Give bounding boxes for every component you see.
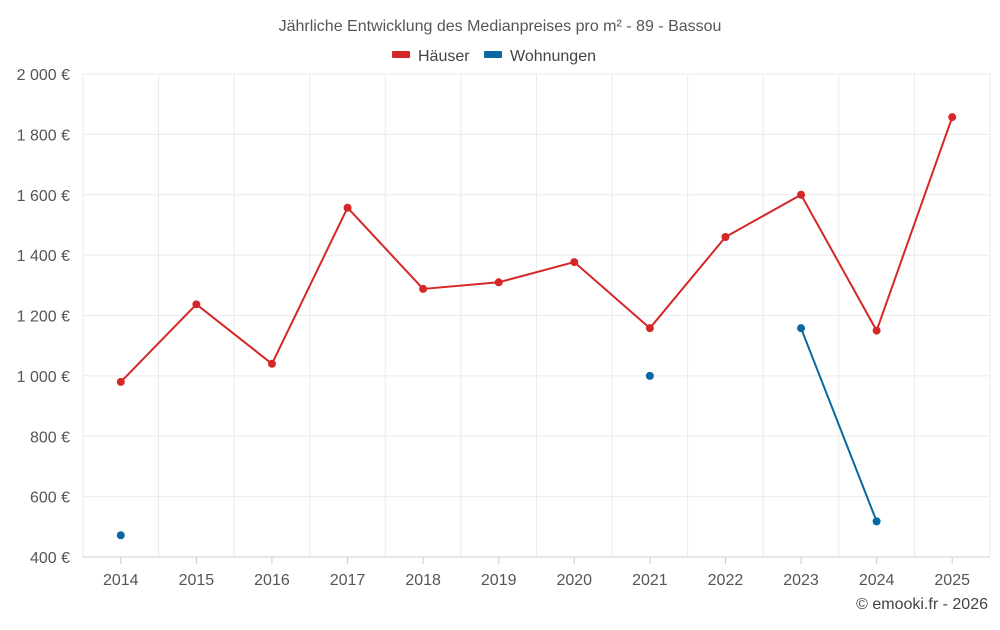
legend-label-haeuser: Häuser [418,48,470,65]
copyright-text: © emooki.fr - 2026 [856,596,988,613]
y-tick-label: 1 200 € [17,309,70,326]
series-wohnungen [116,324,881,540]
axis-layer: 400 € 600 € 800 € 1 000 € 1 200 € 1 400 € 1 60… [17,67,990,589]
data-point-haeuser-2019[interactable] [494,278,503,287]
series-layer [116,113,957,540]
data-point-haeuser-2020[interactable] [570,258,579,267]
y-tick-label: 400 € [30,550,70,567]
data-point-haeuser-2023[interactable] [797,190,806,199]
x-tick-label-2022: 2022 [708,572,744,589]
series-haeuser [116,113,957,386]
data-point-wohnungen-2023[interactable] [797,324,806,333]
y-tick-label: 1 400 € [17,248,70,265]
y-tick-label: 600 € [30,490,70,507]
x-tick-label-2025: 2025 [934,572,970,589]
series-line-haeuser [119,116,954,383]
data-point-wohnungen-2014[interactable] [116,531,125,540]
x-tick-label-2020: 2020 [556,572,592,589]
data-point-haeuser-2025[interactable] [948,113,957,122]
data-point-haeuser-2021[interactable] [645,324,654,333]
y-tick-label: 800 € [30,429,70,446]
legend-swatch-haeuser [392,51,410,58]
data-point-haeuser-2014[interactable] [116,377,125,386]
x-tick-label-2019: 2019 [481,572,517,589]
x-tick-label-2024: 2024 [859,572,895,589]
data-point-haeuser-2016[interactable] [267,359,276,368]
x-tick-label-2014: 2014 [103,572,139,589]
x-tick-label-2021: 2021 [632,572,668,589]
data-point-wohnungen-2024[interactable] [872,517,881,526]
y-tick-label: 2 000 € [17,67,70,84]
x-tick-label-2018: 2018 [405,572,441,589]
chart-title: Jährliche Entwicklung des Medianpreises … [279,18,722,35]
x-tick-label-2017: 2017 [330,572,366,589]
x-tick-label-2023: 2023 [783,572,819,589]
data-point-haeuser-2022[interactable] [721,233,730,242]
legend-swatch-wohnungen [484,51,502,58]
legend: Häuser Wohnungen [392,48,596,65]
y-tick-label: 1 800 € [17,127,70,144]
legend-item-haeuser[interactable]: Häuser [392,48,470,65]
grid-layer [82,73,991,557]
x-tick-label-2016: 2016 [254,572,290,589]
y-tick-label: 1 000 € [17,369,70,386]
data-point-haeuser-2015[interactable] [192,300,201,309]
x-tick-label-2015: 2015 [179,572,215,589]
data-point-haeuser-2024[interactable] [872,326,881,335]
legend-item-wohnungen[interactable]: Wohnungen [484,48,596,65]
series-line-wohnungen [800,327,878,523]
data-point-haeuser-2018[interactable] [419,284,428,293]
data-point-wohnungen-2021[interactable] [645,371,654,380]
data-point-haeuser-2017[interactable] [343,203,352,212]
legend-label-wohnungen: Wohnungen [510,48,596,65]
y-tick-label: 1 600 € [17,188,70,205]
